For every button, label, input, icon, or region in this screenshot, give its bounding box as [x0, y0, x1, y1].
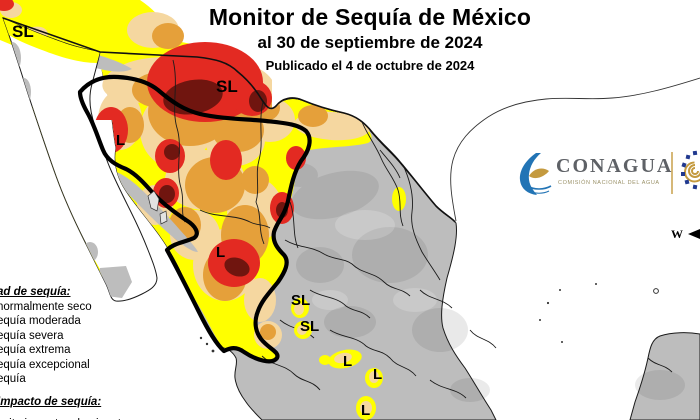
conagua-subtitle: COMISIÓN NACIONAL DEL AGUA [558, 180, 660, 186]
legend-intensity-header: ad de sequía: [0, 286, 71, 298]
legend-impact-header: Impacto de sequía: [0, 395, 102, 408]
spiral-logo-icon [681, 150, 700, 190]
compass-west-label: W [671, 227, 683, 241]
impact-label-l-central-3: L [361, 402, 371, 419]
title-block: Monitor de Sequía de México al 30 de sep… [175, 4, 565, 73]
legend-impact-note: imita impactos dominantes [0, 418, 133, 420]
central-drought-pockets [291, 298, 383, 420]
compass-west-arrow [688, 229, 700, 239]
impact-label-sl-baja: SL [12, 22, 34, 41]
legend-item-d3: equía extrema [0, 344, 71, 356]
legend-item-d4: equía excepcional [0, 358, 90, 371]
conagua-logo-icon [519, 152, 673, 195]
texas-gulf-coastline [450, 77, 700, 222]
us-mexico-border [2, 17, 456, 223]
legend-item-d1: equía moderada [0, 315, 81, 327]
impact-label-l-sonora: L [116, 132, 126, 149]
impact-label-l-central-1: L [343, 353, 353, 370]
map-date: al 30 de septiembre de 2024 [257, 33, 483, 52]
impact-delineation-line [77, 74, 312, 364]
map-legend: ad de sequía: normalmente seco equía mod… [0, 286, 133, 420]
impact-label-sl-chihuahua: SL [216, 77, 238, 96]
islands [147, 190, 659, 353]
impact-label-l-durango: L [216, 244, 226, 261]
impact-label-l-central-2: L [373, 366, 383, 383]
legend-item-d0: normalmente seco [0, 300, 92, 313]
impact-label-sl-zacatecas: SL [291, 292, 311, 309]
impact-label-sl-zacatecas-2: SL [300, 318, 320, 335]
page-title: Monitor de Sequía de México [208, 4, 532, 30]
hillshade-texture-dark [282, 163, 685, 402]
legend-item-d2: equía severa [0, 329, 64, 342]
legend-item-no-drought: equía [0, 373, 26, 385]
published-date: Publicado el 4 de octubre de 2024 [265, 58, 475, 73]
conagua-wordmark: CONAGUA [556, 155, 674, 177]
